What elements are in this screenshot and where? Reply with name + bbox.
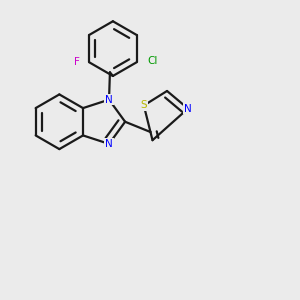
Text: S: S <box>140 100 147 110</box>
Text: N: N <box>184 103 192 114</box>
Text: F: F <box>74 57 80 67</box>
Text: N: N <box>105 94 113 105</box>
Text: N: N <box>105 139 113 149</box>
Text: Cl: Cl <box>148 56 158 66</box>
